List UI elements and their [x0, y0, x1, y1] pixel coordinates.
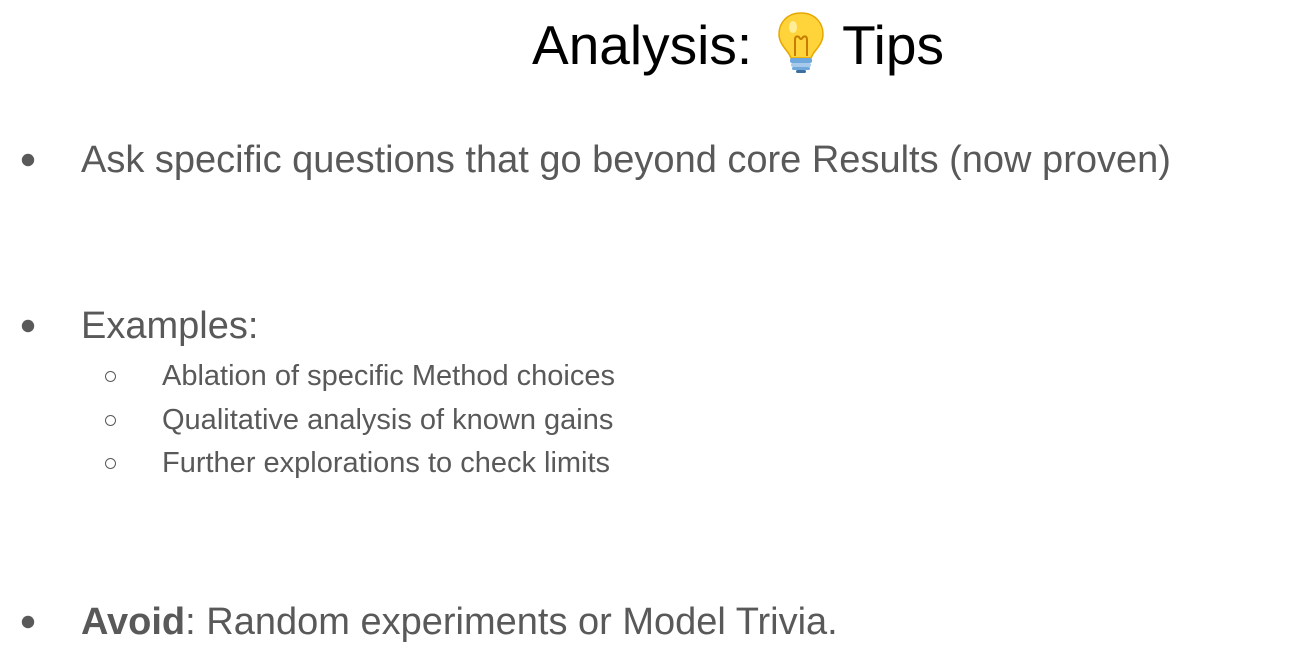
- bullet-bold-text: Avoid: [81, 601, 186, 643]
- bullet-rest-text: : Random experiments or Model Trivia.: [185, 601, 838, 643]
- title-suffix: Tips: [842, 14, 944, 76]
- bullet-text: Examples:: [81, 305, 259, 347]
- sub-bullet-text: Further explorations to check limits: [162, 447, 611, 479]
- sub-bullet-text: Qualitative analysis of known gains: [162, 404, 614, 436]
- bullet-dot: [21, 615, 35, 629]
- bullet-text: Avoid: Random experiments or Model Trivi…: [81, 600, 838, 644]
- sub-bullet-circle: [105, 458, 116, 469]
- bullet-text: Ask specific questions that go beyond co…: [81, 139, 1171, 181]
- bullet-dot: [21, 153, 35, 167]
- lightbulb-icon: [778, 12, 824, 73]
- bullet-dot: [21, 319, 35, 333]
- sub-bullet-circle: [105, 415, 116, 426]
- sub-bullet-circle: [105, 371, 116, 382]
- sub-bullet-text: Ablation of specific Method choices: [162, 360, 615, 392]
- slide-title: Analysis: Tips: [0, 10, 1305, 80]
- title-prefix: Analysis:: [532, 14, 753, 76]
